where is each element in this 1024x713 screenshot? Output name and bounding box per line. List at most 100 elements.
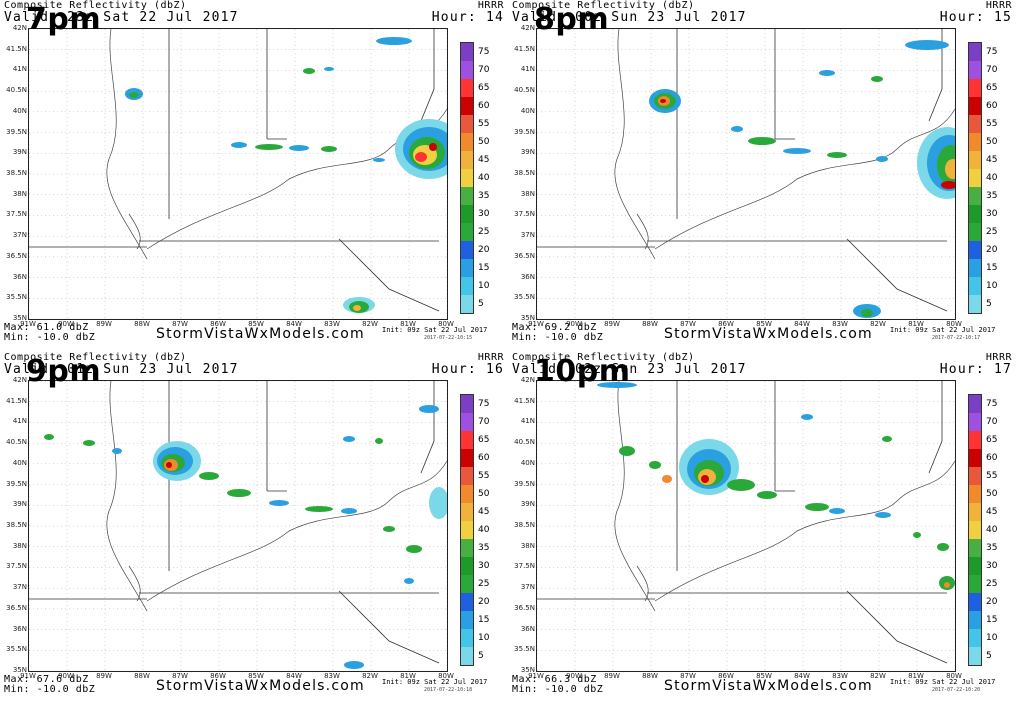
- longitude-label: 81W: [400, 320, 416, 328]
- latitude-label: 39N: [12, 500, 27, 509]
- colorbar-segment: [969, 449, 981, 467]
- colorbar-tick-label: 25: [478, 227, 490, 237]
- colorbar-segment: [461, 485, 473, 503]
- latitude-label: 38.5N: [6, 169, 27, 177]
- reflectivity-map: [28, 380, 448, 672]
- latitude-label: 39.5N: [514, 127, 535, 136]
- colorbar-tick-label: 75: [986, 399, 998, 409]
- storm-cells-west: [44, 434, 122, 454]
- timestamp: 2017-07-22-10:20: [932, 687, 981, 693]
- reflectivity-map: [28, 28, 448, 320]
- colorbar-tick-label: 5: [478, 651, 484, 661]
- colorbar-tick-label: 40: [986, 173, 998, 183]
- state-borders: [537, 29, 948, 312]
- longitude-label: 90W: [566, 320, 582, 328]
- longitude-label: 89W: [604, 320, 620, 328]
- latitude-label: 40.5N: [6, 438, 27, 447]
- colorbar-tick-label: 30: [986, 209, 998, 219]
- storm-cells-north: [343, 405, 439, 444]
- colorbar-tick-label: 45: [986, 507, 998, 517]
- longitude-label: 81W: [400, 672, 416, 680]
- latitude-label: 38N: [520, 189, 535, 198]
- max-value: Max: 67.6 dbZ: [4, 674, 89, 685]
- colorbar-tick-label: 10: [478, 281, 490, 291]
- longitude-label: 85W: [248, 672, 264, 680]
- colorbar-tick-label: 60: [986, 101, 998, 111]
- colorbar-tick-label: 5: [986, 651, 992, 661]
- longitude-label: 86W: [718, 672, 734, 680]
- colorbar-segment: [969, 575, 981, 593]
- latitude-label: 41N: [12, 417, 27, 426]
- longitude-label: 80W: [946, 320, 962, 328]
- latitude-label: 42N: [12, 24, 27, 32]
- storm-cells-east: [383, 487, 447, 584]
- colorbar-segment: [461, 115, 473, 133]
- graticule: [537, 381, 955, 671]
- model-name: HRRR: [985, 352, 1012, 363]
- state-borders: [29, 29, 440, 312]
- colorbar-tick-label: 35: [986, 543, 998, 553]
- storm-cell-south: [344, 661, 364, 669]
- colorbar: [968, 42, 982, 314]
- colorbar-segment: [969, 187, 981, 205]
- colorbar-tick-label: 30: [986, 561, 998, 571]
- colorbar-segment: [461, 295, 473, 313]
- colorbar-segment: [461, 151, 473, 169]
- latitude-label: 37N: [520, 583, 535, 592]
- colorbar-segment: [969, 503, 981, 521]
- colorbar-tick-label: 40: [478, 173, 490, 183]
- storm-cell-illinois: [649, 89, 681, 113]
- latitude-label: 40.5N: [514, 438, 535, 447]
- longitude-label: 84W: [286, 672, 302, 680]
- latitude-label: 35.5N: [6, 293, 27, 302]
- latitude-label: 36.5N: [6, 603, 27, 612]
- longitude-label: 82W: [870, 320, 886, 328]
- colorbar-tick-label: 30: [478, 561, 490, 571]
- latitude-label: 41.5N: [514, 44, 535, 53]
- max-value: Max: 69.2 dbZ: [512, 322, 597, 333]
- longitude-label: 83W: [324, 320, 340, 328]
- rivers: [614, 381, 955, 612]
- colorbar-tick-label: 75: [478, 47, 490, 57]
- latitude-label: 36N: [12, 624, 27, 633]
- colorbar-tick-label: 55: [478, 471, 490, 481]
- colorbar-segment: [969, 395, 981, 413]
- latitude-label: 40.5N: [6, 86, 27, 95]
- colorbar-segment: [969, 629, 981, 647]
- valid-time: Valid: 01z Sun 23 Jul 2017: [4, 362, 239, 377]
- latitude-label: 36.5N: [6, 251, 27, 260]
- colorbar-tick-label: 40: [478, 525, 490, 535]
- colorbar-segment: [969, 79, 981, 97]
- timestamp: 2017-07-22-10:18: [424, 687, 473, 693]
- colorbar-tick-label: 10: [986, 633, 998, 643]
- storm-cluster-indiana: [679, 439, 739, 495]
- colorbar-tick-label: 45: [478, 507, 490, 517]
- forecast-hour: Hour: 14: [431, 10, 504, 25]
- colorbar-tick-label: 45: [478, 155, 490, 165]
- longitude-label: 91W: [20, 672, 36, 680]
- latitude-label: 38.5N: [514, 169, 535, 177]
- colorbar-tick-label: 15: [986, 263, 998, 273]
- colorbar-tick-label: 30: [478, 209, 490, 219]
- forecast-panel-8pm: Composite Reflectivity (dbZ) HRRR Valid:…: [508, 0, 1016, 350]
- colorbar-tick-label: 50: [478, 489, 490, 499]
- colorbar-segment: [461, 43, 473, 61]
- storm-line-ohio-valley: [199, 472, 357, 514]
- state-borders: [537, 381, 948, 664]
- colorbar-tick-label: 15: [478, 263, 490, 273]
- echo-layer: [597, 382, 955, 590]
- colorbar-tick-label: 35: [478, 191, 490, 201]
- longitude-label: 88W: [642, 672, 658, 680]
- longitude-label: 81W: [908, 320, 924, 328]
- colorbar-tick-label: 65: [986, 435, 998, 445]
- colorbar-segment: [461, 557, 473, 575]
- reflectivity-map: [536, 380, 956, 672]
- latitude-label: 41N: [520, 417, 535, 426]
- colorbar-segment: [461, 187, 473, 205]
- colorbar-segment: [461, 629, 473, 647]
- colorbar-tick-label: 35: [986, 191, 998, 201]
- longitude-label: 87W: [172, 672, 188, 680]
- colorbar-segment: [969, 61, 981, 79]
- longitude-label: 88W: [134, 320, 150, 328]
- latitude-label: 38N: [12, 541, 27, 550]
